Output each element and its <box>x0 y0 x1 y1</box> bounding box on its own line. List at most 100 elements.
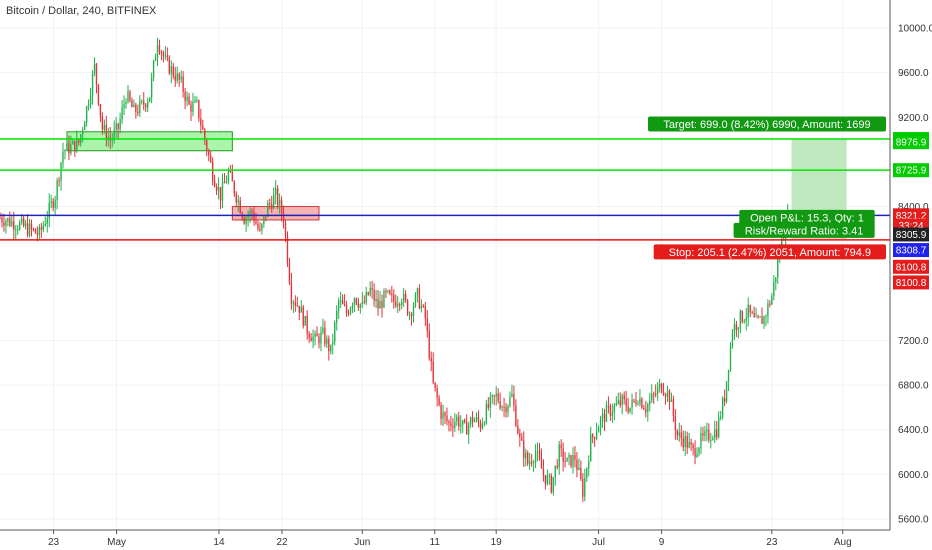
lower-zone[interactable] <box>231 206 320 221</box>
candle-body-up <box>274 188 277 196</box>
candle-body-up <box>595 432 598 439</box>
candle-body-down <box>233 181 236 194</box>
candle-body-up <box>773 282 775 296</box>
candle-body-down <box>395 301 397 307</box>
candle-body-down <box>1 217 3 223</box>
candle-body-down <box>131 100 133 108</box>
candle-body-down <box>265 216 267 218</box>
candle-body-up <box>170 66 172 74</box>
candle-body-down <box>633 399 635 401</box>
candle-body-up <box>72 140 74 145</box>
candle-body-down <box>324 327 326 345</box>
candle-body-up <box>46 218 48 224</box>
candle-body-up <box>133 104 135 108</box>
candle-body-down <box>741 310 744 322</box>
candle-body-up <box>759 316 761 318</box>
candle-body-up <box>351 305 354 309</box>
candle-body-up <box>739 310 742 328</box>
candle-body-down <box>190 104 192 112</box>
price-tag-bg <box>893 243 929 258</box>
y-tick-label: 5600.0 <box>898 515 929 526</box>
candle-body-down <box>580 467 582 479</box>
x-tick-label: Jul <box>592 537 605 548</box>
candle-body-up <box>467 424 470 435</box>
candle-body-up <box>60 162 62 181</box>
candle-body-up <box>684 436 686 448</box>
candle-body-up <box>322 327 324 333</box>
candle-body-down <box>393 294 395 302</box>
profit-zone[interactable] <box>791 139 847 216</box>
candle-body-up <box>152 60 155 78</box>
candle-body-down <box>276 188 279 206</box>
candle-body-down <box>515 405 517 426</box>
y-tick-label: 9600.0 <box>898 68 929 79</box>
candle-body-up <box>718 417 720 438</box>
candle-body-up <box>62 151 64 163</box>
candle-body-up <box>24 223 27 226</box>
candle-body-up <box>56 180 58 200</box>
candle-body-up <box>775 277 777 283</box>
candle-body-down <box>574 454 576 460</box>
candle-body-up <box>408 314 411 316</box>
candle-body-up <box>278 200 281 206</box>
candle-body-up <box>658 383 661 388</box>
candle-body-up <box>611 412 614 416</box>
candle-body-down <box>3 222 5 226</box>
candle-body-up <box>263 216 265 224</box>
upper-zone[interactable] <box>66 131 233 152</box>
candle-body-down <box>34 229 37 234</box>
candle-body-down <box>452 425 454 428</box>
candle-body-up <box>767 303 769 317</box>
candle-body-down <box>269 203 271 205</box>
price-tag: 8321.2 <box>896 211 927 222</box>
candle-body-up <box>42 225 45 230</box>
candle-body-down <box>231 171 234 182</box>
candle-body-up <box>249 210 251 216</box>
candle-body-down <box>162 52 165 57</box>
x-tick-label: 19 <box>491 537 503 548</box>
candle-body-up <box>558 444 560 468</box>
candle-body-up <box>17 229 19 231</box>
candle-body-up <box>414 294 417 307</box>
candle-body-up <box>400 301 403 305</box>
candle-body-up <box>19 222 21 230</box>
y-tick-label: 10000.0 <box>898 24 932 35</box>
candle-body-up <box>379 300 381 309</box>
candle-body-up <box>83 122 86 130</box>
candle-body-down <box>682 438 684 448</box>
candle-body-down <box>458 416 460 427</box>
candle-body-down <box>609 406 612 416</box>
candle-body-up <box>572 454 574 467</box>
candle-body-up <box>225 181 228 184</box>
candle-body-down <box>294 302 297 306</box>
candle-body-up <box>267 203 269 217</box>
candle-body-down <box>448 421 450 424</box>
candle-body-up <box>15 229 17 231</box>
candle-body-up <box>113 129 115 139</box>
candle-body-up <box>495 393 497 397</box>
candle-body-up <box>127 91 129 102</box>
candle-body-up <box>141 100 143 102</box>
candle-body-up <box>359 304 362 308</box>
candle-body-up <box>103 124 106 130</box>
candle-body-up <box>48 202 50 219</box>
candle-body-up <box>115 123 117 130</box>
candle-body-down <box>135 104 137 113</box>
candle-body-down <box>635 400 637 405</box>
candle-body-up <box>771 295 773 305</box>
candle-body-up <box>737 327 740 330</box>
candle-body-down <box>562 448 564 462</box>
target-label: Target: 699.0 (8.42%) 6990, Amount: 1699 <box>663 119 870 131</box>
candle-body-down <box>676 430 679 436</box>
candle-body-down <box>686 436 688 448</box>
candle-body-down <box>219 187 222 201</box>
candle-body-up <box>300 306 302 313</box>
candle-body-up <box>292 302 295 304</box>
candle-body-up <box>64 150 66 152</box>
candle-body-up <box>706 429 708 432</box>
candle-body-up <box>164 55 167 57</box>
candle-body-up <box>656 387 659 394</box>
candle-body-down <box>674 416 677 431</box>
candle-body-down <box>477 417 480 423</box>
